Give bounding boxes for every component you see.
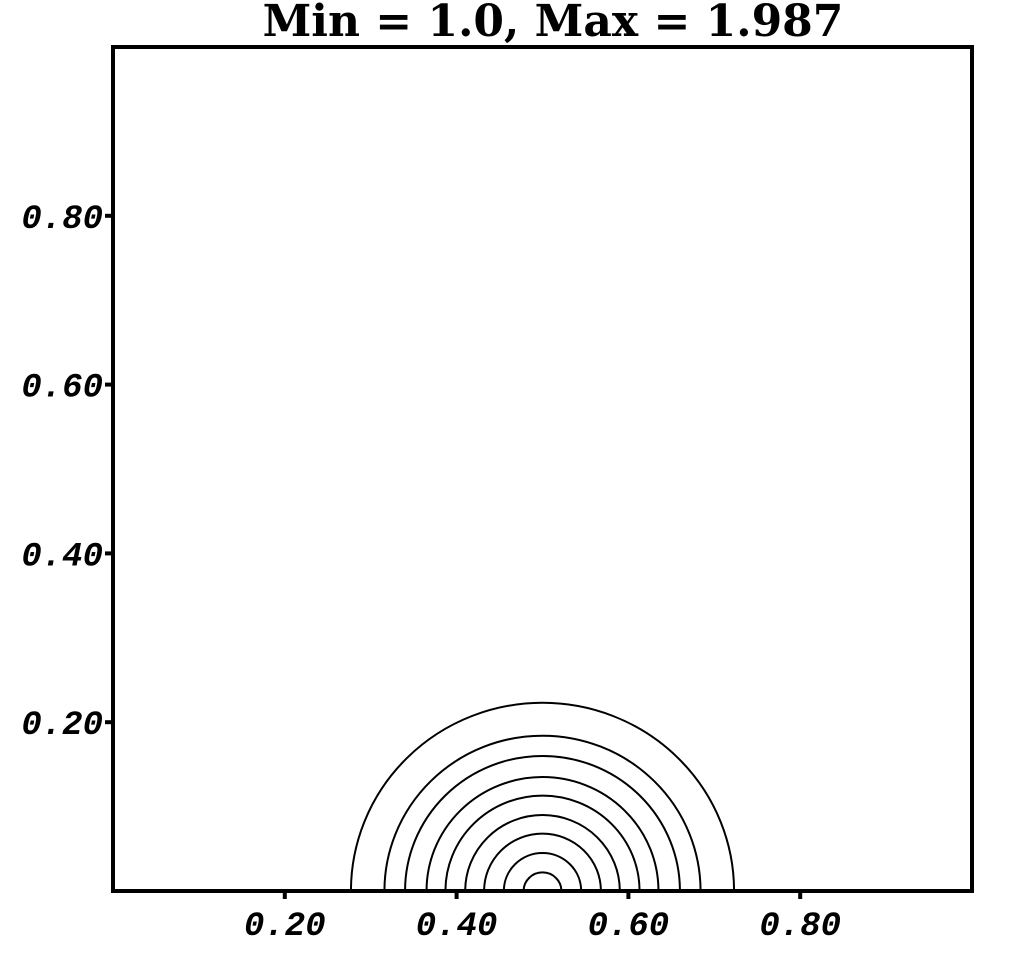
chart-title: Min = 1.0, Max = 1.987 xyxy=(263,0,844,47)
y-tick-label: 0.20 xyxy=(21,707,103,745)
x-tick-label: 0.20 xyxy=(244,908,326,946)
contour-line-9 xyxy=(522,871,563,892)
contour-line-4 xyxy=(425,776,660,892)
contour-line-1 xyxy=(349,701,736,892)
y-tick-label: 0.40 xyxy=(21,538,103,576)
contour-line-2 xyxy=(383,734,702,892)
x-tick-label: 0.80 xyxy=(759,908,841,946)
contour-lines xyxy=(349,701,736,892)
x-tick-label: 0.40 xyxy=(416,908,498,946)
contour-line-8 xyxy=(502,852,583,892)
contour-line-7 xyxy=(483,832,602,892)
contour-line-3 xyxy=(404,755,681,892)
y-axis: 0.20 0.40 0.60 0.80 xyxy=(21,201,113,745)
y-tick-label: 0.80 xyxy=(21,201,103,239)
plot-frame xyxy=(111,45,974,893)
contour-line-5 xyxy=(444,794,641,892)
x-tick-label: 0.60 xyxy=(588,908,670,946)
y-tick-label: 0.60 xyxy=(21,370,103,408)
x-axis: 0.20 0.40 0.60 0.80 xyxy=(244,891,841,946)
contour-line-6 xyxy=(464,814,621,892)
